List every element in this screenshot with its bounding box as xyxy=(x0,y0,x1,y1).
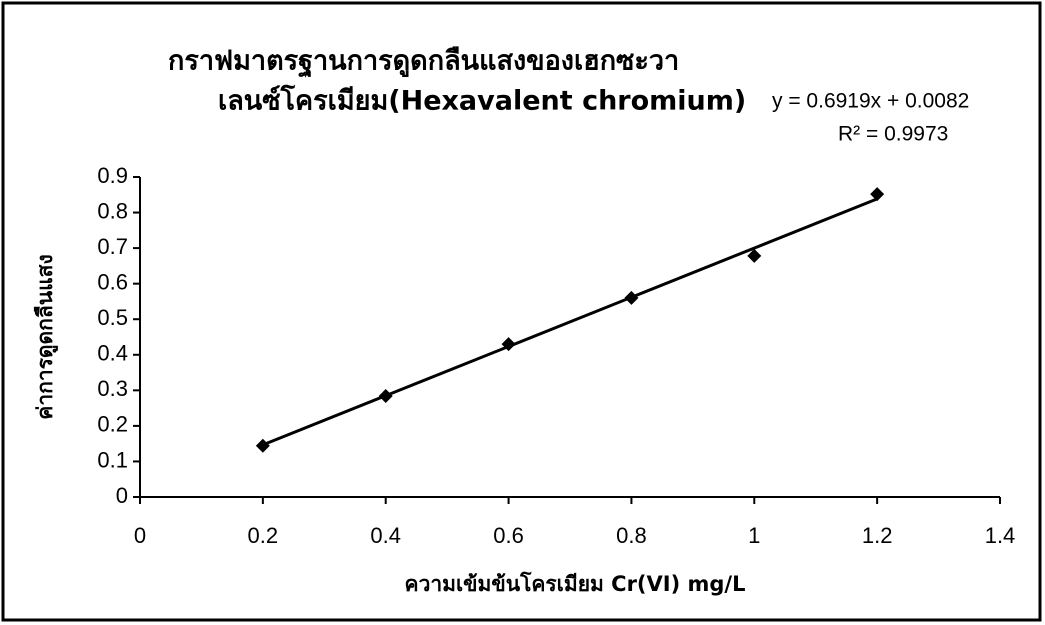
y-tick-label: 0.1 xyxy=(97,447,128,472)
x-tick-label: 1.4 xyxy=(985,523,1016,548)
x-tick-label: 0.8 xyxy=(616,523,647,548)
trendline xyxy=(263,199,877,445)
y-tick-label: 0.4 xyxy=(97,341,128,366)
y-tick-label: 0.2 xyxy=(97,412,128,437)
data-point xyxy=(256,439,270,453)
y-tick-label: 0.5 xyxy=(97,305,128,330)
y-tick-label: 0.8 xyxy=(97,198,128,223)
page: {"chart_data": {"type": "scatter", "titl… xyxy=(0,0,1045,625)
chart: กราฟมาตรฐานการดูดกลืนแสงของเฮกซะวา เลนซ์… xyxy=(0,0,1045,625)
x-tick-label: 1 xyxy=(748,523,760,548)
data-point xyxy=(870,187,884,201)
y-tick-label: 0.9 xyxy=(97,163,128,188)
data-point xyxy=(624,291,638,305)
y-tick-label: 0 xyxy=(116,483,128,508)
r-squared: R² = 0.9973 xyxy=(838,123,948,146)
x-tick-label: 0.2 xyxy=(248,523,279,548)
chart-title: กราฟมาตรฐานการดูดกลืนแสงของเฮกซะวา xyxy=(168,46,679,79)
y-axis-title: ค่าการดูดกลืนแสง xyxy=(33,254,59,419)
y-tick-label: 0.6 xyxy=(97,269,128,294)
x-tick-label: 0.6 xyxy=(493,523,524,548)
x-tick-label: 0.4 xyxy=(370,523,401,548)
x-axis-title: ความเข้มข้นโครเมียม Cr(VI) mg/L xyxy=(405,571,746,596)
x-tick-label: 1.2 xyxy=(862,523,893,548)
chart-title: เลนซ์โครเมียม(Hexavalent chromium) xyxy=(218,84,746,117)
y-tick-label: 0.3 xyxy=(97,376,128,401)
data-point xyxy=(379,389,393,403)
trendline-equation: y = 0.6919x + 0.0082 xyxy=(772,90,969,113)
y-tick-label: 0.7 xyxy=(97,234,128,259)
x-tick-label: 0 xyxy=(134,523,146,548)
